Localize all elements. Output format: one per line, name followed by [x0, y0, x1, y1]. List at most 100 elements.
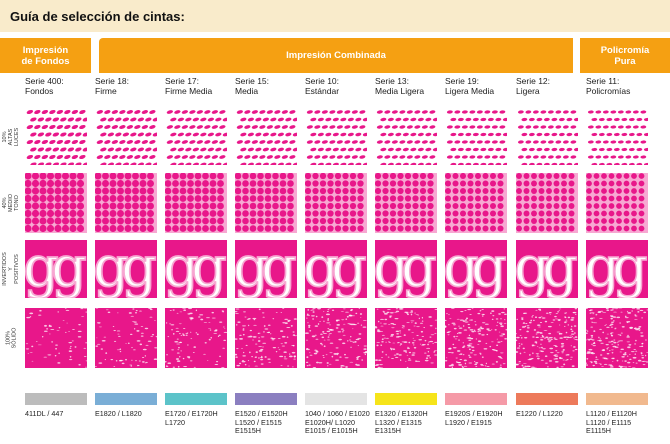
halftone-dot [497, 187, 504, 195]
solid-speck [262, 342, 267, 344]
solid-swatch [235, 308, 297, 368]
halftone-dot [115, 117, 122, 122]
halftone-dot [591, 132, 598, 137]
halftone-dot [480, 132, 487, 137]
solid-speck [544, 355, 548, 358]
halftone-dot [95, 217, 102, 225]
solid-speck [539, 350, 543, 352]
solid-speck [493, 349, 496, 351]
solid-speck [395, 308, 399, 310]
solid-speck [538, 316, 542, 319]
halftone-dot [495, 117, 502, 122]
solid-speck [628, 344, 632, 346]
halftone-dot [321, 110, 328, 114]
solid-speck [456, 332, 459, 335]
halftone-dot [251, 155, 258, 159]
solid-speck [575, 313, 577, 315]
solid-speck [627, 312, 632, 314]
halftone-dot [185, 117, 192, 122]
solid-speck [641, 356, 645, 359]
halftone-dot [404, 173, 412, 180]
halftone-dot [240, 147, 247, 152]
halftone-dot [76, 173, 85, 180]
solid-speck [640, 332, 644, 334]
solid-speck [100, 348, 103, 350]
solid-speck [562, 359, 565, 361]
halftone-dot [568, 195, 575, 202]
solid-speck [537, 308, 541, 311]
solid-speck [277, 337, 281, 339]
solid-speck [116, 330, 121, 332]
halftone-dot [382, 195, 389, 202]
solid-speck [38, 314, 42, 316]
solid-speck [394, 356, 399, 358]
reverse-glyph: g [95, 240, 129, 298]
halftone-dot [616, 210, 622, 217]
halftone-dot [279, 217, 287, 225]
solid-speck [113, 340, 117, 342]
highlight-swatch [586, 108, 648, 165]
solid-speck [491, 318, 494, 320]
halftone-dot [476, 140, 483, 144]
solid-speck [479, 328, 483, 330]
halftone-dot [621, 117, 628, 122]
halftone-dot [200, 117, 207, 122]
halftone-dot [132, 187, 139, 195]
halftone-dot [536, 147, 543, 152]
solid-speck [387, 309, 391, 310]
solid-speck [279, 355, 284, 358]
solid-speck [46, 328, 49, 330]
halftone-dot [34, 154, 41, 160]
halftone-dot [235, 195, 242, 202]
solid-speck [557, 311, 560, 313]
solid-speck [570, 333, 575, 335]
halftone-dot [194, 195, 202, 202]
solid-speck [279, 330, 284, 332]
solid-speck [590, 334, 594, 337]
solid-speck [323, 339, 326, 341]
halftone-dot [96, 125, 104, 129]
halftone-dot [209, 187, 217, 195]
solid-speck [592, 313, 595, 315]
solid-base [95, 308, 157, 368]
halftone-dot [75, 117, 82, 122]
halftone-dot [222, 132, 227, 137]
halftone-dot [165, 202, 172, 210]
halftone-dot [531, 173, 537, 179]
solid-speck [606, 326, 610, 328]
halftone-dot [139, 187, 147, 195]
solid-speck [610, 326, 613, 328]
solid-speck [603, 357, 608, 360]
halftone-dot [376, 110, 383, 114]
swatch-graphic [516, 308, 578, 368]
halftone-dot [454, 125, 461, 129]
halftone-dot [502, 117, 507, 122]
solid-speck [637, 311, 640, 313]
solid-speck [548, 340, 552, 342]
solid-speck [51, 341, 53, 343]
halftone-dot [613, 117, 620, 122]
solid-speck [252, 317, 257, 320]
solid-speck [342, 342, 346, 345]
halftone-dot [102, 202, 109, 210]
solid-speck [538, 326, 541, 328]
solid-speck [468, 339, 472, 341]
solid-speck [591, 321, 593, 323]
solid-speck [475, 324, 477, 326]
solid-speck [258, 346, 263, 347]
halftone-dot [25, 202, 32, 210]
halftone-dot [474, 217, 482, 225]
solid-speck [360, 324, 363, 326]
halftone-dot [516, 188, 522, 194]
halftone-dot [472, 162, 479, 165]
solid-speck [491, 341, 494, 343]
halftone-dot [487, 162, 494, 165]
halftone-dot [166, 125, 174, 129]
halftone-dot [26, 109, 34, 115]
solid-speck [570, 328, 573, 331]
solid-speck [260, 336, 265, 338]
solid-speck [405, 361, 407, 362]
halftone-dot [397, 202, 404, 210]
solid-speck [200, 318, 204, 321]
solid-speck [401, 325, 405, 327]
